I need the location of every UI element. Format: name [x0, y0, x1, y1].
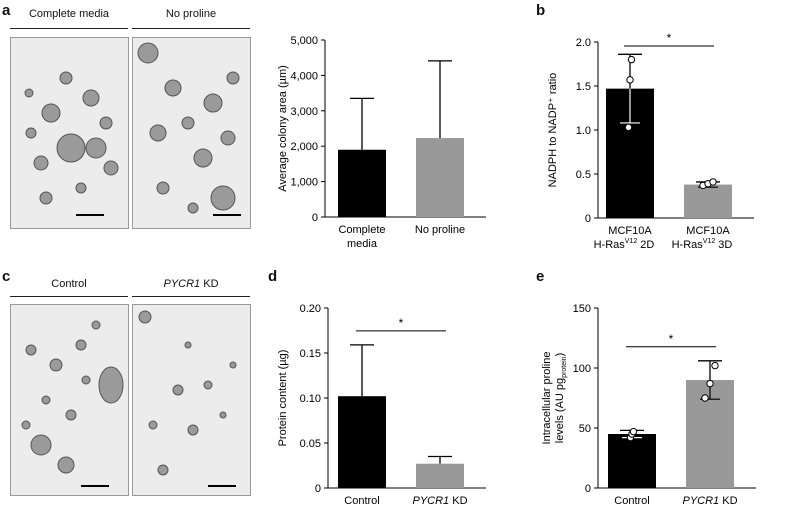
y-tick-label: 1,000 — [290, 177, 318, 189]
y-axis-label-line: levels (AU pg — [554, 378, 566, 443]
x-tick-label-gene: PYCR1 — [682, 495, 719, 507]
image-label-control: Control — [51, 278, 87, 290]
data-point — [706, 379, 714, 388]
y-tick-label: 0.05 — [300, 438, 321, 450]
image-label-complete-media: Complete media — [28, 8, 110, 20]
image-label-underline — [132, 28, 250, 29]
micrograph-control — [10, 304, 129, 496]
y-tick-label: 50 — [579, 423, 591, 435]
bar — [608, 434, 656, 488]
significance-marker: * — [669, 332, 674, 346]
x-tick-label-line: H-Ras — [672, 239, 704, 251]
micrograph-pycr1-kd — [132, 304, 251, 496]
significance-marker: * — [399, 316, 404, 330]
micrograph-colonies — [11, 305, 128, 495]
panel-label-c: c — [2, 268, 11, 285]
x-tick-label-line: media — [347, 238, 378, 250]
data-point — [627, 55, 636, 64]
x-tick-label: MCF10A H-RasV12 3D — [672, 225, 733, 251]
image-label-pycr1-kd: PYCR1 KD — [132, 278, 250, 290]
y-tick-label: 0 — [312, 212, 318, 224]
x-tick-label-suffix: KD — [449, 495, 467, 507]
image-label-no-proline: No proline — [165, 8, 217, 20]
x-tick-label: PYCR1 KD — [412, 495, 467, 507]
y-tick-label: 0 — [585, 483, 591, 495]
x-tick-label-suffix: 2D — [637, 239, 654, 251]
image-label-underline — [132, 296, 250, 297]
bar — [684, 184, 732, 218]
y-tick-label: 1.5 — [576, 81, 591, 93]
label-suffix: KD — [200, 278, 219, 290]
x-tick-label: MCF10A H-RasV12 2D — [594, 225, 655, 251]
micrograph-colonies — [133, 38, 250, 228]
significance-marker: * — [667, 31, 672, 45]
y-axis-label: Average colony area (µm) — [277, 65, 289, 192]
micrograph-colonies — [133, 305, 250, 495]
data-point — [701, 394, 709, 402]
x-tick-label-gene: PYCR1 — [412, 495, 449, 507]
x-tick-label: PYCR1 KD — [682, 495, 737, 507]
micrograph-colonies — [11, 38, 128, 228]
panel-label-a: a — [2, 2, 11, 19]
data-point — [629, 427, 638, 436]
x-tick-label: Control — [344, 495, 379, 507]
bar — [338, 149, 386, 217]
y-tick-label: 150 — [573, 303, 591, 315]
y-tick-label: 3,000 — [290, 106, 318, 118]
x-tick-label: Control — [614, 495, 649, 507]
y-tick-label: 1.0 — [576, 125, 591, 137]
y-axis-label: Protein content (µg) — [277, 350, 289, 447]
panel-label-e: e — [536, 268, 545, 285]
data-point — [709, 178, 717, 186]
data-point — [626, 76, 634, 84]
x-tick-label: Complete media — [338, 224, 385, 250]
chart-d-protein-content: 0 0.05 0.10 0.15 0.20 Protein content (µg) Con… — [277, 303, 486, 507]
chart-b-nadph-ratio: 0 0.5 1.0 1.5 2.0 NADPH to NADP⁺ ratio MCF10A H… — [547, 31, 754, 251]
y-tick-label: 0 — [315, 483, 321, 495]
micrograph-complete-media — [10, 37, 129, 229]
bar — [416, 138, 464, 217]
y-axis-label: NADPH to NADP⁺ ratio — [547, 73, 559, 188]
x-tick-label-suffix: 3D — [715, 239, 732, 251]
chart-a-colony-area: 0 1,000 2,000 3,000 4,000 5,000 Average colony… — [277, 35, 486, 250]
y-axis-label-subscript: protein — [561, 356, 568, 378]
y-axis-label-close: ) — [554, 353, 566, 357]
bar — [416, 463, 464, 488]
data-point — [711, 361, 719, 370]
y-tick-label: 4,000 — [290, 70, 318, 82]
x-tick-label-line: MCF10A — [686, 225, 730, 237]
image-label-underline — [10, 296, 128, 297]
x-tick-label: No proline — [415, 224, 465, 236]
data-point — [624, 123, 633, 132]
y-tick-label: 100 — [573, 363, 591, 375]
y-axis-label: Intracellular prolinelevels (AU pgprotei… — [541, 352, 568, 445]
y-tick-label: 0 — [585, 213, 591, 225]
x-tick-label-line: MCF10A — [608, 225, 652, 237]
x-tick-label-line: H-Ras — [594, 239, 626, 251]
gene-name: PYCR1 — [163, 278, 201, 290]
chart-e-proline-levels: 0 50 100 150 Intracellular prolinelevels (AU… — [541, 303, 756, 507]
y-axis-label-line: Intracellular proline — [541, 352, 553, 445]
x-tick-label-suffix: KD — [719, 495, 737, 507]
y-tick-label: 0.15 — [300, 348, 321, 360]
panel-label-b: b — [536, 2, 546, 19]
panel-label-d: d — [268, 268, 278, 285]
x-tick-label-superscript: V12 — [703, 238, 716, 245]
x-tick-label-superscript: V12 — [625, 238, 638, 245]
image-label-underline — [10, 28, 128, 29]
y-tick-label: 2.0 — [576, 37, 591, 49]
y-tick-label: 2,000 — [290, 141, 318, 153]
y-tick-label: 0.5 — [576, 169, 591, 181]
micrograph-no-proline — [132, 37, 251, 229]
y-tick-label: 5,000 — [290, 35, 318, 47]
x-tick-label-line: Complete — [338, 224, 385, 236]
y-tick-label: 0.20 — [300, 303, 321, 315]
bar — [338, 396, 386, 488]
y-tick-label: 0.10 — [300, 393, 321, 405]
